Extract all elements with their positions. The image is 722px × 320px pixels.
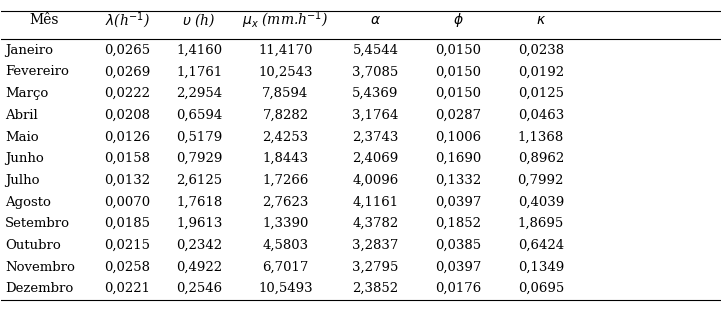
Text: 0,0258: 0,0258 — [104, 260, 150, 274]
Text: $\phi$: $\phi$ — [453, 12, 464, 29]
Text: 7,8282: 7,8282 — [262, 109, 308, 122]
Text: 0,1332: 0,1332 — [435, 174, 482, 187]
Text: 0,4039: 0,4039 — [518, 196, 564, 209]
Text: 0,0132: 0,0132 — [104, 174, 150, 187]
Text: 4,3782: 4,3782 — [352, 217, 399, 230]
Text: 1,1368: 1,1368 — [518, 131, 564, 143]
Text: 0,0222: 0,0222 — [104, 87, 150, 100]
Text: 0,0185: 0,0185 — [104, 217, 150, 230]
Text: 0,0125: 0,0125 — [518, 87, 564, 100]
Text: 0,0269: 0,0269 — [104, 66, 150, 78]
Text: 2,4069: 2,4069 — [352, 152, 399, 165]
Text: 0,7929: 0,7929 — [176, 152, 222, 165]
Text: Janeiro: Janeiro — [5, 44, 53, 57]
Text: 0,0215: 0,0215 — [104, 239, 150, 252]
Text: 0,0695: 0,0695 — [518, 282, 564, 295]
Text: 7,8594: 7,8594 — [262, 87, 308, 100]
Text: 0,7992: 0,7992 — [518, 174, 564, 187]
Text: 5,4369: 5,4369 — [352, 87, 399, 100]
Text: 3,7085: 3,7085 — [352, 66, 399, 78]
Text: 1,3390: 1,3390 — [262, 217, 309, 230]
Text: Agosto: Agosto — [5, 196, 51, 209]
Text: 0,2342: 0,2342 — [176, 239, 222, 252]
Text: 3,2795: 3,2795 — [352, 260, 399, 274]
Text: 0,0158: 0,0158 — [104, 152, 150, 165]
Text: 0,0176: 0,0176 — [435, 282, 482, 295]
Text: 0,1006: 0,1006 — [435, 131, 481, 143]
Text: Dezembro: Dezembro — [5, 282, 73, 295]
Text: 1,8695: 1,8695 — [518, 217, 564, 230]
Text: 2,2954: 2,2954 — [176, 87, 222, 100]
Text: 0,0238: 0,0238 — [518, 44, 564, 57]
Text: Maio: Maio — [5, 131, 38, 143]
Text: 0,8962: 0,8962 — [518, 152, 564, 165]
Text: $\lambda$(h$^{-1}$): $\lambda$(h$^{-1}$) — [105, 10, 149, 30]
Text: 5,4544: 5,4544 — [352, 44, 399, 57]
Text: 1,8443: 1,8443 — [262, 152, 308, 165]
Text: 0,6594: 0,6594 — [176, 109, 222, 122]
Text: 0,0463: 0,0463 — [518, 109, 564, 122]
Text: Outubro: Outubro — [5, 239, 61, 252]
Text: 1,4160: 1,4160 — [176, 44, 222, 57]
Text: 0,6424: 0,6424 — [518, 239, 564, 252]
Text: 0,2546: 0,2546 — [176, 282, 222, 295]
Text: Junho: Junho — [5, 152, 44, 165]
Text: Abril: Abril — [5, 109, 38, 122]
Text: 0,0070: 0,0070 — [104, 196, 150, 209]
Text: $\mu_x$ (mm.h$^{-1}$): $\mu_x$ (mm.h$^{-1}$) — [243, 10, 329, 31]
Text: 0,0192: 0,0192 — [518, 66, 564, 78]
Text: Novembro: Novembro — [5, 260, 75, 274]
Text: 0,0265: 0,0265 — [104, 44, 150, 57]
Text: 0,0208: 0,0208 — [104, 109, 150, 122]
Text: Setembro: Setembro — [5, 217, 70, 230]
Text: 0,0150: 0,0150 — [435, 44, 481, 57]
Text: 0,0397: 0,0397 — [435, 260, 482, 274]
Text: 0,0385: 0,0385 — [435, 239, 481, 252]
Text: 0,0287: 0,0287 — [435, 109, 481, 122]
Text: 0,1852: 0,1852 — [435, 217, 481, 230]
Text: 1,1761: 1,1761 — [176, 66, 222, 78]
Text: 10,2543: 10,2543 — [258, 66, 313, 78]
Text: 10,5493: 10,5493 — [258, 282, 313, 295]
Text: 2,6125: 2,6125 — [176, 174, 222, 187]
Text: 0,0150: 0,0150 — [435, 66, 481, 78]
Text: Mês: Mês — [30, 13, 59, 28]
Text: Julho: Julho — [5, 174, 40, 187]
Text: 2,4253: 2,4253 — [262, 131, 308, 143]
Text: 0,1690: 0,1690 — [435, 152, 482, 165]
Text: 1,7266: 1,7266 — [262, 174, 309, 187]
Text: 3,2837: 3,2837 — [352, 239, 399, 252]
Text: 0,5179: 0,5179 — [176, 131, 222, 143]
Text: 3,1764: 3,1764 — [352, 109, 399, 122]
Text: 11,4170: 11,4170 — [258, 44, 313, 57]
Text: 2,3743: 2,3743 — [352, 131, 399, 143]
Text: 0,4922: 0,4922 — [176, 260, 222, 274]
Text: 4,0096: 4,0096 — [352, 174, 399, 187]
Text: 1,9613: 1,9613 — [176, 217, 222, 230]
Text: 0,0126: 0,0126 — [104, 131, 150, 143]
Text: $\kappa$: $\kappa$ — [536, 13, 546, 28]
Text: Março: Março — [5, 87, 48, 100]
Text: 0,0150: 0,0150 — [435, 87, 481, 100]
Text: 6,7017: 6,7017 — [262, 260, 309, 274]
Text: $\upsilon$ (h): $\upsilon$ (h) — [183, 12, 216, 29]
Text: 4,1161: 4,1161 — [352, 196, 399, 209]
Text: 0,0397: 0,0397 — [435, 196, 482, 209]
Text: 0,0221: 0,0221 — [104, 282, 150, 295]
Text: 0,1349: 0,1349 — [518, 260, 564, 274]
Text: $\alpha$: $\alpha$ — [370, 13, 381, 28]
Text: 2,7623: 2,7623 — [262, 196, 309, 209]
Text: 1,7618: 1,7618 — [176, 196, 222, 209]
Text: 4,5803: 4,5803 — [262, 239, 308, 252]
Text: Fevereiro: Fevereiro — [5, 66, 69, 78]
Text: 2,3852: 2,3852 — [352, 282, 399, 295]
